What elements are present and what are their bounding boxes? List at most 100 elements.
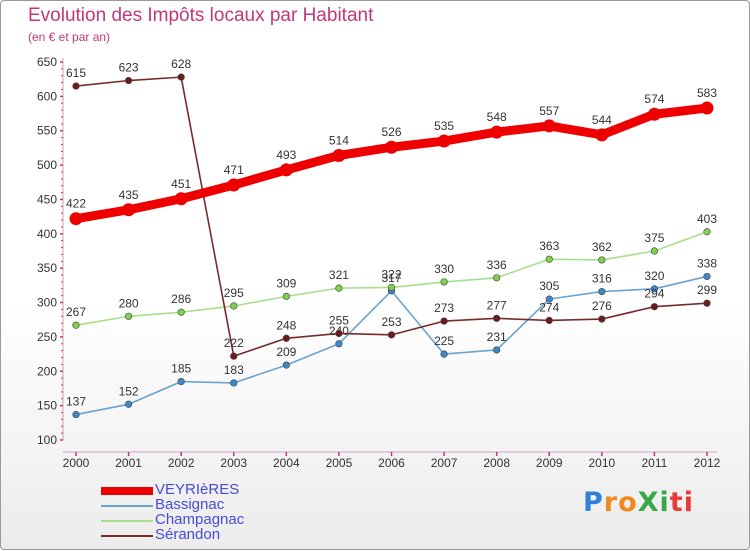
data-point bbox=[124, 76, 133, 85]
logo-letter: i bbox=[659, 487, 670, 518]
x-tick-label: 2000 bbox=[63, 456, 90, 470]
data-label: 253 bbox=[381, 315, 401, 329]
data-point bbox=[335, 284, 343, 292]
chart-title: Evolution des Impôts locaux par Habitant bbox=[28, 5, 374, 26]
data-point bbox=[177, 73, 185, 81]
data-label: 535 bbox=[434, 119, 454, 133]
data-point bbox=[122, 203, 136, 217]
data-label: 362 bbox=[592, 240, 612, 254]
data-point bbox=[335, 340, 343, 348]
data-label: 183 bbox=[224, 363, 244, 377]
data-point bbox=[493, 274, 501, 282]
data-label: 338 bbox=[697, 256, 717, 270]
data-point bbox=[332, 148, 346, 162]
data-point bbox=[227, 178, 241, 192]
data-point bbox=[700, 101, 714, 115]
logo-letter: X bbox=[637, 487, 660, 518]
data-point bbox=[598, 287, 606, 296]
proxiti-logo: ProXiti bbox=[583, 487, 694, 518]
data-point bbox=[177, 308, 185, 316]
y-tick-label: 650 bbox=[37, 55, 57, 69]
legend-swatch bbox=[101, 505, 153, 507]
data-point bbox=[282, 292, 290, 300]
data-label: 316 bbox=[592, 272, 612, 286]
data-point bbox=[124, 312, 133, 320]
data-label: 336 bbox=[487, 258, 507, 272]
legend-swatch bbox=[101, 520, 153, 522]
data-point bbox=[493, 314, 501, 322]
data-label: 321 bbox=[329, 268, 349, 282]
data-label: 255 bbox=[329, 313, 349, 327]
data-label: 231 bbox=[487, 330, 507, 344]
y-tick-label: 200 bbox=[37, 364, 57, 378]
data-label: 363 bbox=[539, 239, 559, 253]
data-point bbox=[72, 82, 80, 90]
x-tick-label: 2010 bbox=[588, 456, 615, 470]
data-point bbox=[650, 303, 659, 311]
data-point bbox=[598, 256, 606, 264]
data-label: 185 bbox=[171, 362, 191, 376]
x-tick-label: 2008 bbox=[483, 456, 510, 470]
data-label: 299 bbox=[697, 283, 717, 297]
x-tick-label: 2003 bbox=[220, 456, 247, 470]
logo-letter: t bbox=[669, 487, 684, 518]
x-tick-label: 2009 bbox=[536, 456, 563, 470]
data-label: 209 bbox=[276, 345, 296, 359]
data-point bbox=[177, 377, 185, 386]
data-label: 305 bbox=[539, 279, 559, 293]
data-label: 330 bbox=[434, 262, 454, 276]
logo-letter: o bbox=[618, 487, 638, 518]
data-label: 276 bbox=[592, 299, 612, 313]
data-label: 451 bbox=[171, 177, 191, 191]
data-point bbox=[440, 317, 448, 325]
data-label: 435 bbox=[119, 188, 139, 202]
legend-label: Bassignac bbox=[155, 496, 225, 513]
data-label: 267 bbox=[66, 305, 86, 319]
y-tick-label: 450 bbox=[37, 192, 57, 206]
data-point bbox=[650, 247, 659, 255]
data-label: 286 bbox=[171, 292, 191, 306]
logo-letter: r bbox=[603, 487, 619, 518]
data-label: 615 bbox=[66, 66, 86, 80]
logo-letter: P bbox=[583, 487, 604, 518]
data-label: 493 bbox=[276, 148, 296, 162]
data-point bbox=[493, 346, 501, 354]
y-tick-label: 550 bbox=[37, 124, 57, 138]
x-tick-label: 2001 bbox=[115, 456, 142, 470]
x-tick-label: 2004 bbox=[273, 456, 300, 470]
data-point bbox=[437, 134, 451, 148]
data-label: 526 bbox=[381, 125, 401, 139]
data-point bbox=[595, 128, 609, 142]
y-tick-label: 350 bbox=[37, 261, 57, 275]
y-tick-label: 100 bbox=[37, 433, 57, 447]
x-tick-label: 2002 bbox=[168, 456, 195, 470]
data-point bbox=[124, 400, 133, 408]
y-tick-label: 400 bbox=[37, 227, 57, 241]
data-label: 317 bbox=[381, 271, 401, 285]
data-point bbox=[69, 212, 83, 226]
data-point bbox=[545, 316, 553, 325]
data-point bbox=[387, 283, 396, 292]
data-point bbox=[72, 321, 80, 329]
data-point bbox=[440, 350, 448, 358]
legend-label: Sérandon bbox=[155, 526, 221, 543]
x-tick-label: 2012 bbox=[694, 456, 721, 470]
y-tick-label: 600 bbox=[37, 89, 57, 103]
data-label: 273 bbox=[434, 301, 454, 315]
y-tick-label: 300 bbox=[37, 296, 57, 310]
data-label: 628 bbox=[171, 57, 191, 71]
y-tick-label: 500 bbox=[37, 158, 57, 172]
data-point bbox=[387, 331, 396, 339]
data-point bbox=[385, 140, 398, 154]
data-point bbox=[72, 410, 80, 419]
x-tick-label: 2007 bbox=[431, 456, 458, 470]
data-label: 280 bbox=[119, 296, 139, 310]
x-tick-label: 2005 bbox=[326, 456, 353, 470]
data-point bbox=[545, 255, 553, 263]
data-label: 225 bbox=[434, 334, 454, 348]
data-point bbox=[542, 119, 556, 133]
data-point bbox=[703, 272, 711, 281]
data-label: 222 bbox=[224, 336, 244, 350]
